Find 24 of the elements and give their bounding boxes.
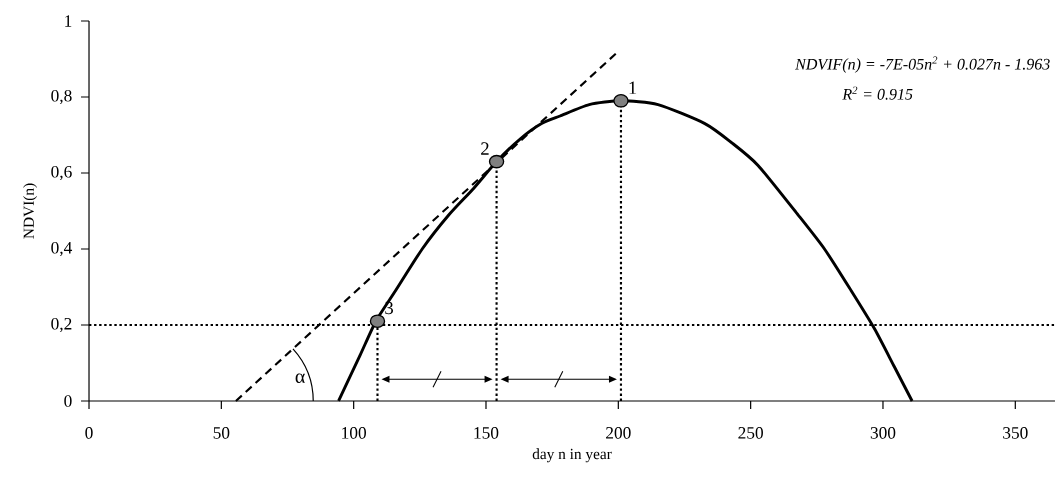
x-tick-label: 350: [1003, 427, 1028, 439]
y-tick-label: 0,8: [51, 89, 72, 105]
y-tick-label: 0,6: [51, 165, 72, 181]
y-tick-label: 0: [64, 395, 72, 407]
x-tick-label: 50: [213, 427, 230, 439]
annotation: R$^{2}$ = 0.915: [842, 86, 913, 100]
x-tick-label: 300: [870, 427, 896, 439]
x-tick-label: 200: [606, 427, 631, 439]
point: [488, 154, 505, 169]
annotation: 2: [481, 142, 489, 155]
x-tick-label: 0: [85, 427, 93, 439]
annotation: NDVIF(n) = -7E-05n$^{2}$ + 0.027n - 1.963: [795, 56, 1050, 73]
x-axis-title: day n in year: [532, 448, 612, 463]
y-tick-label: 0,4: [51, 241, 73, 257]
annotation: α: [295, 373, 305, 383]
x-tick-label: 100: [342, 427, 367, 439]
annotation: 1: [629, 81, 637, 94]
x-tick-label: 250: [738, 427, 763, 439]
y-axis-title: NDVI(n): [23, 183, 38, 239]
y-tick-label: 0,2: [51, 317, 72, 333]
point: [369, 314, 386, 328]
x-tick-label: 150: [474, 427, 499, 439]
point: [613, 93, 629, 108]
y-tick-label: 1: [65, 15, 72, 27]
